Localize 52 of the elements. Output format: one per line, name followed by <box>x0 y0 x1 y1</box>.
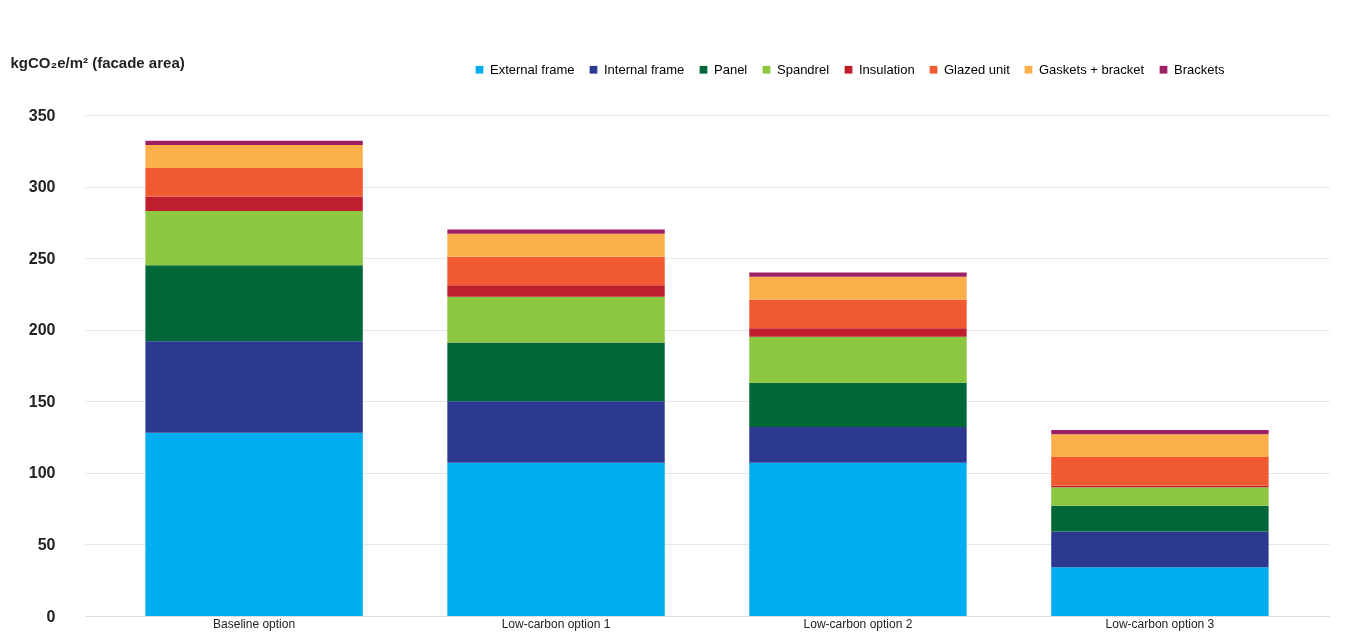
x-tick-label: Baseline option <box>213 616 296 631</box>
bar <box>447 401 665 463</box>
y-tick-label: 100 <box>28 464 56 482</box>
legend-label: Insulation <box>859 61 915 77</box>
bar <box>447 256 665 286</box>
bar <box>749 272 967 277</box>
y-tick-label: 50 <box>37 535 56 553</box>
y-tick-label: 0 <box>46 607 56 625</box>
bar <box>749 382 967 428</box>
bar <box>145 167 363 197</box>
bar <box>749 276 967 300</box>
bar <box>1051 531 1269 568</box>
bar <box>145 145 363 168</box>
bar <box>145 265 363 342</box>
bar <box>1051 567 1269 616</box>
bar <box>145 432 363 616</box>
bar <box>447 342 665 402</box>
y-tick-label: 250 <box>28 249 56 267</box>
legend-label: Gaskets + bracket <box>1039 61 1145 77</box>
bar <box>447 296 665 343</box>
bar <box>145 140 363 146</box>
y-tick-label: 300 <box>28 178 56 196</box>
x-tick-label: Low-carbon option 3 <box>1105 616 1215 631</box>
bar <box>447 229 665 234</box>
x-tick-label: Low-carbon option 1 <box>501 616 611 631</box>
legend-label: Internal frame <box>604 61 685 77</box>
legend-label: Spandrel <box>777 61 830 77</box>
bar <box>1051 434 1269 458</box>
bar <box>1051 487 1269 506</box>
bar <box>749 299 967 329</box>
legend-label: Glazed unit <box>944 61 1011 77</box>
bar <box>447 233 665 257</box>
bar <box>447 285 665 297</box>
bar <box>749 427 967 463</box>
bar <box>749 462 967 616</box>
bar <box>749 328 967 337</box>
legend-label: External frame <box>490 61 575 77</box>
y-tick-label: 350 <box>28 106 56 124</box>
y-tick-label: 150 <box>28 392 56 410</box>
bar <box>1051 429 1269 435</box>
bar <box>145 210 363 266</box>
legend-label: Panel <box>714 61 748 77</box>
legend-label: Brackets <box>1174 61 1226 77</box>
x-tick-label: Low-carbon option 2 <box>803 616 913 631</box>
bar <box>749 336 967 383</box>
y-tick-label: 200 <box>28 321 56 339</box>
y-axis-title: kgCO₂e/m² (facade area) <box>10 53 185 71</box>
bar <box>145 341 363 433</box>
bar <box>145 196 363 211</box>
bar <box>1051 457 1269 486</box>
bar <box>447 462 665 616</box>
bar <box>1051 505 1269 532</box>
